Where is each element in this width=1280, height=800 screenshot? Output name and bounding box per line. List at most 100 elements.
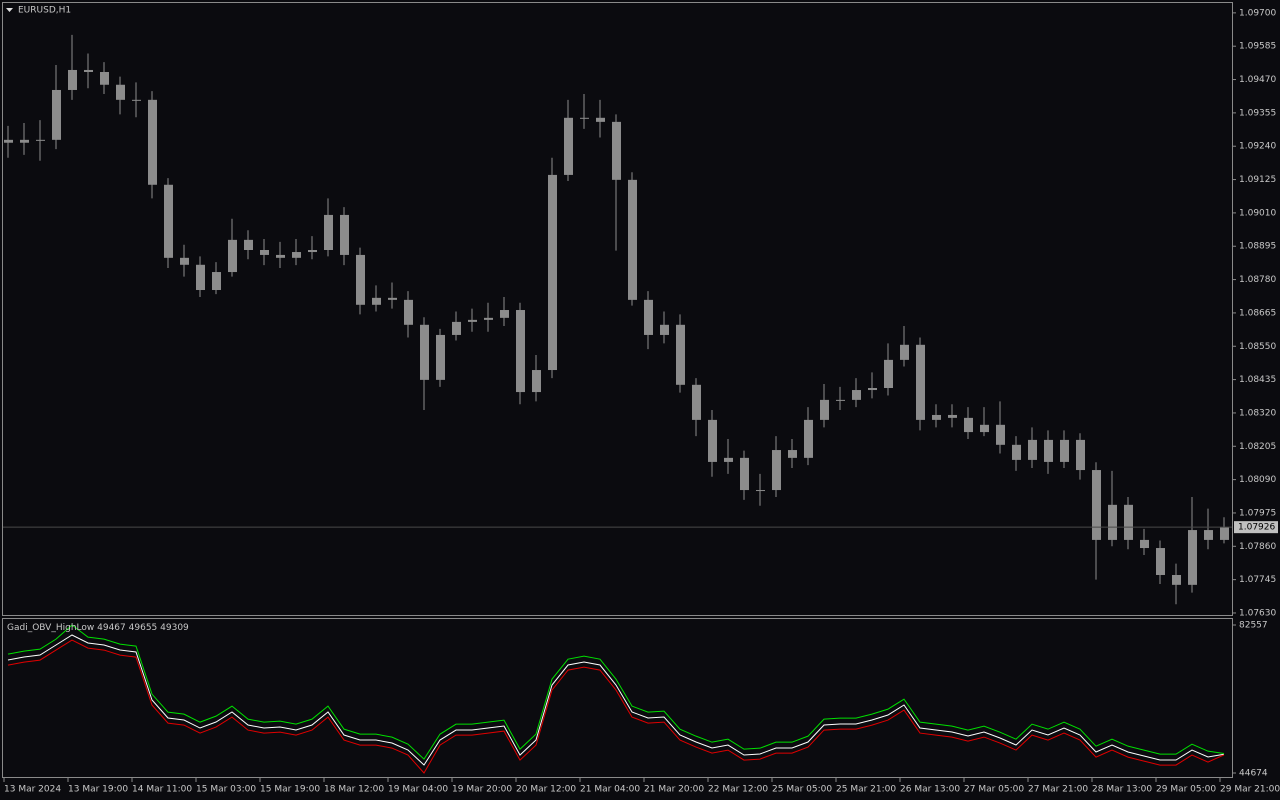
candle-body xyxy=(228,239,237,273)
candle-body xyxy=(660,324,669,335)
x-tick-label: 27 Mar 05:00 xyxy=(964,785,1024,795)
candle-body xyxy=(452,321,461,335)
indicator-value: 49655 xyxy=(129,623,158,633)
x-tick-label: 13 Mar 19:00 xyxy=(68,785,128,795)
y-tick-label: 1.08090 xyxy=(1239,475,1276,485)
candle-body xyxy=(964,417,973,433)
candle-body xyxy=(196,264,205,291)
candle-body xyxy=(276,254,285,258)
candle-body xyxy=(308,250,317,253)
y-tick-label: 1.09470 xyxy=(1239,75,1276,85)
y-tick-label: 1.09700 xyxy=(1239,8,1276,18)
x-tick-label: 22 Mar 12:00 xyxy=(708,785,768,795)
candle-body xyxy=(644,299,653,335)
candle-body xyxy=(420,324,429,380)
y-tick-label: 1.08665 xyxy=(1239,308,1276,318)
x-tick-label: 13 Mar 2024 xyxy=(4,785,61,795)
candle-body xyxy=(516,310,525,393)
candle-body xyxy=(708,419,717,462)
y-tick-label: 1.07745 xyxy=(1239,575,1276,585)
candle-body xyxy=(1044,439,1053,462)
candle-body xyxy=(52,89,61,140)
candle-body xyxy=(116,84,125,100)
candle-body xyxy=(900,344,909,360)
y-tick-label: 1.07630 xyxy=(1239,608,1276,618)
y-tick-label: 1.09010 xyxy=(1239,208,1276,218)
candle-body xyxy=(596,117,605,122)
x-tick-label: 25 Mar 05:00 xyxy=(772,785,832,795)
x-tick-label: 26 Mar 13:00 xyxy=(900,785,960,795)
y-tick-label: 1.08780 xyxy=(1239,275,1276,285)
x-tick-label: 21 Mar 04:00 xyxy=(580,785,640,795)
candle-body xyxy=(836,399,845,401)
x-tick-label: 14 Mar 11:00 xyxy=(132,785,192,795)
x-tick-label: 28 Mar 13:00 xyxy=(1092,785,1152,795)
candle-body xyxy=(612,121,621,180)
indicator-name: Gadi_OBV_HighLow xyxy=(7,623,94,633)
x-tick-label: 25 Mar 21:00 xyxy=(836,785,896,795)
candle-body xyxy=(884,359,893,389)
y-tick-label: 1.09125 xyxy=(1239,175,1276,185)
candle-body xyxy=(628,179,637,300)
x-tick-label: 29 Mar 05:00 xyxy=(1156,785,1216,795)
y-tick-label: 44674 xyxy=(1239,769,1268,779)
candle-body xyxy=(36,139,45,141)
candle-body xyxy=(84,69,93,72)
candle-body xyxy=(164,184,173,258)
candle-body xyxy=(244,239,253,251)
x-tick-label: 29 Mar 21:00 xyxy=(1220,785,1280,795)
indicator-title: Gadi_OBV_HighLow 49467 49655 49309 xyxy=(7,623,189,633)
indicator-pane-frame xyxy=(2,618,1233,778)
price-label-box xyxy=(1234,521,1278,534)
symbol-menu-icon[interactable] xyxy=(6,8,13,12)
candle-body xyxy=(356,254,365,305)
candle-body xyxy=(1140,539,1149,549)
candle-body xyxy=(740,457,749,491)
candle-body xyxy=(564,117,573,175)
indicator-value: 49309 xyxy=(160,623,189,633)
y-tick-label: 1.08895 xyxy=(1239,242,1276,252)
candle-body xyxy=(500,310,509,318)
candle-body xyxy=(484,317,493,320)
x-tick-label: 19 Mar 20:00 xyxy=(452,785,512,795)
y-tick-label: 1.08435 xyxy=(1239,375,1276,385)
candle-body xyxy=(372,297,381,305)
candle-body xyxy=(820,399,829,420)
candle-body xyxy=(212,272,221,291)
candle-body xyxy=(692,384,701,420)
candle-body xyxy=(1124,504,1133,540)
x-tick-label: 15 Mar 19:00 xyxy=(260,785,320,795)
candle-body xyxy=(788,450,797,458)
candle-body xyxy=(1092,470,1101,540)
candle-body xyxy=(68,69,77,90)
y-tick-label: 1.07975 xyxy=(1239,508,1276,518)
x-tick-label: 27 Mar 21:00 xyxy=(1028,785,1088,795)
candle-body xyxy=(1012,444,1021,460)
candle-body xyxy=(292,252,301,258)
candle-body xyxy=(1188,530,1197,585)
y-tick-label: 1.09240 xyxy=(1239,142,1276,152)
x-tick-label: 19 Mar 04:00 xyxy=(388,785,448,795)
y-tick-label: 1.07860 xyxy=(1239,542,1276,552)
candle-body xyxy=(436,334,445,380)
y-tick-label: 1.08205 xyxy=(1239,442,1276,452)
candle-body xyxy=(772,450,781,491)
candle-body xyxy=(852,390,861,400)
candle-body xyxy=(1172,574,1181,585)
candle-body xyxy=(980,424,989,433)
candle-body xyxy=(148,99,157,185)
candle-body xyxy=(868,388,877,391)
y-tick-label: 1.08550 xyxy=(1239,342,1276,352)
candle-body xyxy=(724,457,733,462)
candle-body xyxy=(804,419,813,458)
candle-body xyxy=(932,414,941,420)
indicator-line xyxy=(7,624,1225,760)
candle-body xyxy=(388,297,397,300)
candle-body xyxy=(948,414,957,418)
main-pane-frame xyxy=(2,2,1233,616)
indicator-value: 49467 xyxy=(97,623,126,633)
candle-body xyxy=(404,299,413,325)
chart-title: EURUSD,H1 xyxy=(18,6,71,16)
candle-body xyxy=(756,490,765,492)
y-tick-label: 1.08320 xyxy=(1239,408,1276,418)
